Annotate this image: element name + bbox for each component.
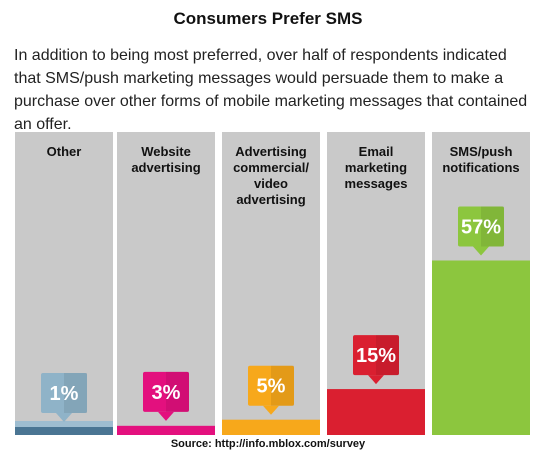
category-label: Other (47, 144, 82, 159)
chart-title: Consumers Prefer SMS (173, 9, 363, 28)
value-label: 15% (356, 345, 396, 367)
value-label: 1% (50, 383, 79, 405)
category-label: Advertising commercial/video advertising (233, 144, 309, 207)
value-badge (143, 371, 189, 412)
bar (222, 419, 320, 435)
category-label: Website advertising (131, 144, 200, 175)
value-badge (248, 365, 294, 406)
bar (327, 389, 425, 435)
bar-chart: Other 1% Website advertising 3% Advertising co… (15, 132, 530, 435)
bar (432, 260, 530, 435)
column-background (327, 132, 425, 435)
value-badge (41, 373, 87, 413)
value-badge-shade (481, 206, 504, 247)
value-badge-pointer (263, 405, 279, 415)
value-label: 3% (152, 382, 181, 404)
value-badge-shade (271, 365, 294, 406)
value-label: 5% (257, 376, 286, 398)
value-badge-shade (376, 335, 399, 376)
value-badge (458, 206, 504, 247)
value-badge-shade (166, 371, 189, 412)
source-note: Source: http://info.mblox.com/survey (170, 438, 366, 450)
value-badge-pointer (158, 411, 174, 421)
value-badge (353, 335, 399, 376)
category-label: Email marketing messages (345, 144, 408, 191)
value-label: 57% (461, 216, 501, 238)
value-badge-pointer (56, 413, 72, 422)
category-label: SMS/push notifications (442, 144, 519, 175)
bar (117, 425, 215, 435)
chart-description: In addition to being most preferred, ove… (14, 47, 528, 133)
bar-highlight (15, 421, 113, 427)
value-badge-pointer (473, 246, 489, 256)
value-badge-pointer (368, 375, 384, 385)
value-badge-shade (64, 373, 87, 413)
bar (15, 427, 113, 435)
